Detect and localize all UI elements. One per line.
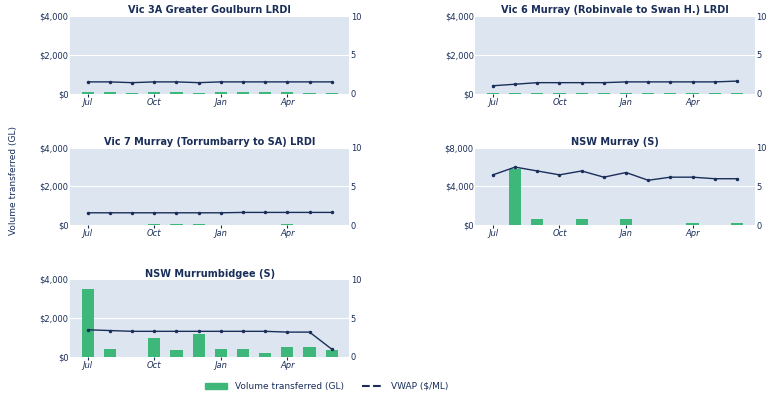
Bar [326, 350, 338, 357]
Bar [259, 92, 272, 93]
Bar [103, 92, 116, 93]
Title: Vic 6 Murray (Robinvale to Swan H.) LRDI: Vic 6 Murray (Robinvale to Swan H.) LRDI [501, 5, 729, 15]
Bar [620, 219, 633, 225]
Bar [303, 347, 316, 357]
Bar [215, 92, 227, 93]
Bar [509, 169, 521, 225]
Legend: Volume transferred (GL), VWAP ($/ML): Volume transferred (GL), VWAP ($/ML) [202, 378, 452, 395]
Bar [148, 92, 160, 93]
Bar [170, 350, 183, 357]
Bar [103, 349, 116, 357]
Bar [148, 338, 160, 357]
Bar [237, 92, 249, 93]
Bar [82, 289, 94, 357]
Bar [731, 223, 743, 225]
Bar [237, 349, 249, 357]
Bar [192, 334, 205, 357]
Title: Vic 7 Murray (Torrumbarry to SA) LRDI: Vic 7 Murray (Torrumbarry to SA) LRDI [104, 137, 315, 147]
Bar [215, 349, 227, 357]
Bar [259, 353, 272, 357]
Bar [531, 219, 543, 225]
Bar [82, 92, 94, 93]
Title: NSW Murrumbidgee (S): NSW Murrumbidgee (S) [145, 269, 275, 279]
Bar [576, 219, 587, 225]
Title: NSW Murray (S): NSW Murray (S) [571, 137, 659, 147]
Bar [282, 347, 293, 357]
Title: Vic 3A Greater Goulburn LRDI: Vic 3A Greater Goulburn LRDI [128, 5, 291, 15]
Text: Volume transferred (GL): Volume transferred (GL) [9, 126, 19, 235]
Bar [170, 224, 183, 225]
Bar [686, 223, 699, 225]
